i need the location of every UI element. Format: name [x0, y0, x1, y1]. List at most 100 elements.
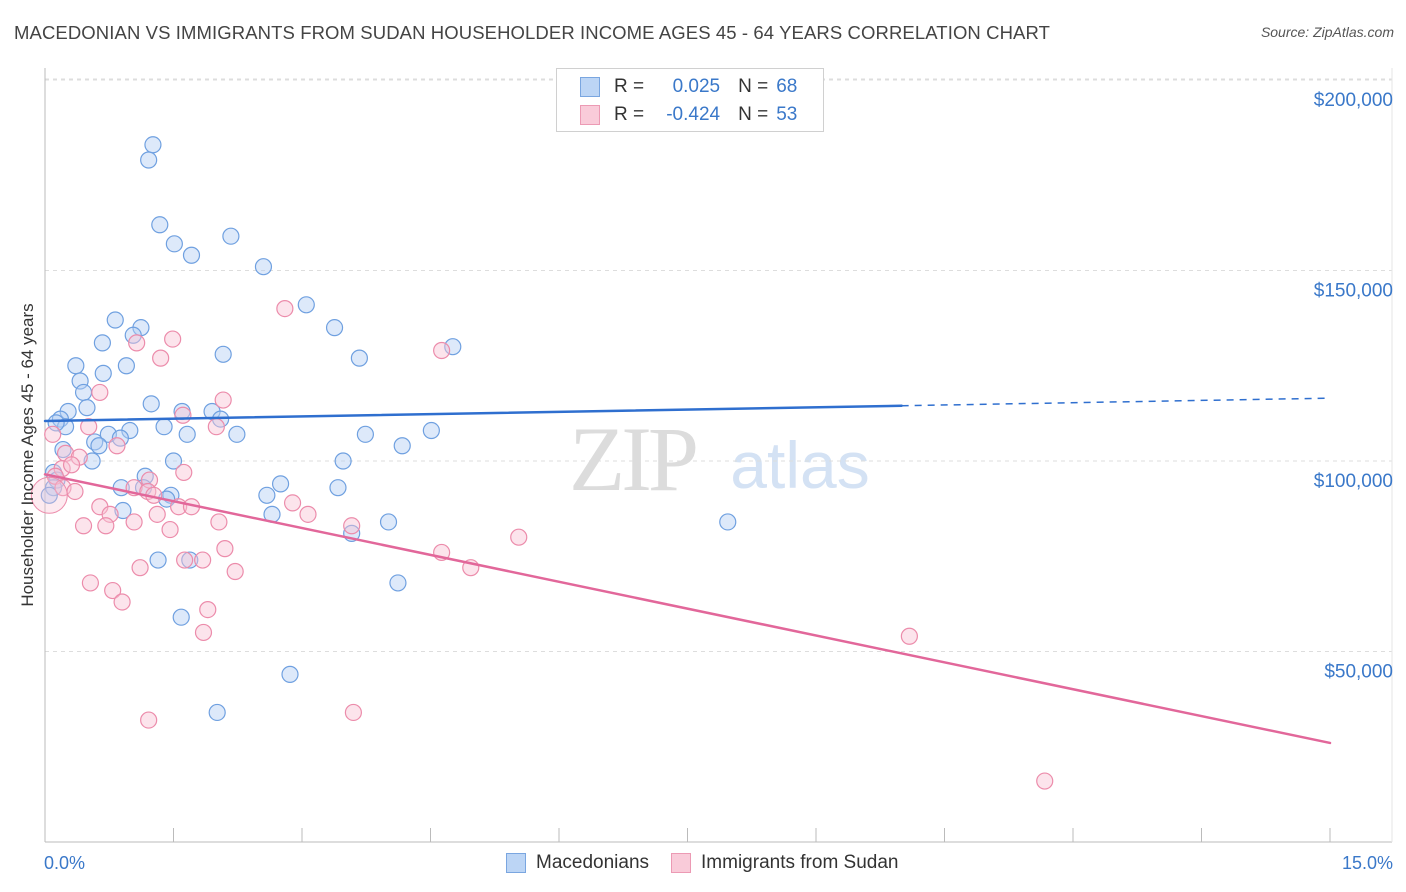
macedonians-trend-extension	[901, 397, 1331, 407]
watermark-zip: ZIP	[569, 408, 696, 510]
macedonian-point	[329, 479, 347, 497]
y-tick-label: $50,000	[1324, 662, 1393, 683]
macedonian-point	[719, 513, 737, 531]
legend-swatch-sudan	[671, 853, 692, 873]
macedonian-point	[106, 311, 124, 329]
macedonian-point	[422, 421, 440, 440]
macedonian-point	[297, 296, 315, 314]
legend-item-macedonians[interactable]: Macedonians	[506, 852, 649, 874]
sudan-point	[226, 562, 244, 581]
sudan-point	[343, 517, 361, 535]
macedonian-point	[151, 216, 169, 234]
sudan-point	[80, 418, 98, 436]
sudan-point	[164, 330, 182, 348]
y-tick-label: $150,000	[1314, 281, 1393, 302]
macedonian-point	[214, 345, 232, 363]
legend-label-macedonians: Macedonians	[536, 852, 650, 873]
watermark-atlas: atlas	[730, 428, 869, 502]
sudan-point	[74, 517, 93, 535]
sudan-point	[214, 391, 232, 409]
macedonian-point	[144, 136, 162, 154]
sudan-point-cluster	[30, 476, 68, 514]
sudan-point	[194, 623, 213, 642]
y-tick-labels: $50,000 $100,000 $150,000 $200,000	[1314, 90, 1393, 683]
macedonian-point	[182, 246, 201, 264]
legend-swatch-macedonians	[506, 853, 526, 873]
sudan-point	[276, 300, 294, 318]
sudan-point	[152, 349, 170, 367]
sudan-point	[210, 513, 228, 531]
series-legend: Macedonians Immigrants from Sudan	[506, 852, 921, 874]
legend-swatch-macedonians	[580, 77, 600, 97]
gridlines	[45, 78, 1392, 652]
macedonian-point	[379, 513, 398, 531]
macedonian-point	[350, 349, 368, 367]
sudan-point	[344, 703, 362, 722]
sudan-trend-line	[43, 473, 1332, 745]
r-label: R =	[614, 76, 645, 97]
legend-item-sudan[interactable]: Immigrants from Sudan	[671, 852, 899, 874]
macedonian-point	[140, 151, 158, 169]
sudan-point	[900, 627, 918, 645]
sudan-point	[128, 334, 146, 352]
x-tick-labels: 0.0% 15.0%	[44, 853, 1393, 873]
n-label: N =	[738, 104, 769, 125]
macedonian-point	[78, 399, 96, 417]
macedonian-point	[228, 425, 246, 443]
legend-label-sudan: Immigrants from Sudan	[701, 852, 899, 873]
macedonian-point	[164, 452, 183, 470]
sudan-point	[299, 505, 317, 523]
sudan-point	[216, 540, 234, 558]
trend-lines	[43, 397, 1332, 745]
stats-legend: R = 0.025 N = 68 R = -0.424 N = 53	[556, 68, 824, 132]
sudan-point	[91, 383, 109, 402]
sudan-point	[131, 559, 149, 577]
macedonian-point	[94, 364, 112, 382]
sudan-point	[81, 574, 100, 592]
macedonian-point	[254, 258, 273, 276]
macedonian-point	[149, 551, 167, 569]
y-tick-label: $200,000	[1314, 90, 1393, 111]
macedonian-point	[56, 418, 75, 436]
macedonian-point	[393, 437, 411, 455]
watermark: ZIP atlas	[569, 408, 870, 510]
macedonian-point	[281, 665, 299, 683]
sudan-point	[125, 513, 143, 531]
sudan-point	[148, 505, 166, 523]
sudan-point	[207, 418, 225, 436]
n-value: 53	[776, 104, 798, 125]
sudan-point	[66, 482, 84, 501]
macedonian-point	[90, 437, 108, 455]
stats-legend-row-macedonians: R = 0.025 N = 68	[557, 73, 797, 101]
sudan-point	[433, 341, 451, 360]
sudan-point	[44, 425, 62, 443]
macedonian-point	[222, 227, 240, 245]
sudan-point	[104, 581, 122, 600]
macedonian-point	[208, 703, 226, 722]
sudan-point	[62, 456, 81, 474]
x-tick-label: 0.0%	[44, 853, 85, 873]
macedonian-point	[74, 383, 93, 402]
sudan-point	[199, 600, 217, 619]
r-value: 0.025	[672, 76, 721, 97]
macedonian-point	[325, 319, 344, 337]
axes	[44, 68, 1393, 843]
legend-swatch-sudan	[580, 105, 600, 125]
macedonian-point	[271, 475, 290, 493]
macedonian-point	[67, 357, 85, 375]
macedonian-point	[181, 551, 199, 569]
sudan-point	[97, 517, 115, 535]
y-axis-label: Householder Income Ages 45 - 64 years	[18, 303, 37, 607]
sudan-point	[194, 551, 212, 569]
macedonian-point	[258, 486, 276, 504]
n-value: 68	[776, 76, 798, 97]
macedonian-point	[165, 235, 183, 253]
sudan-points	[30, 300, 1054, 790]
r-value: -0.424	[666, 104, 721, 125]
sudan-point	[1036, 772, 1054, 790]
macedonian-point	[155, 418, 173, 436]
sudan-point	[283, 494, 302, 512]
macedonian-point	[178, 425, 196, 443]
macedonian-point	[114, 501, 132, 520]
macedonian-point	[83, 452, 101, 470]
